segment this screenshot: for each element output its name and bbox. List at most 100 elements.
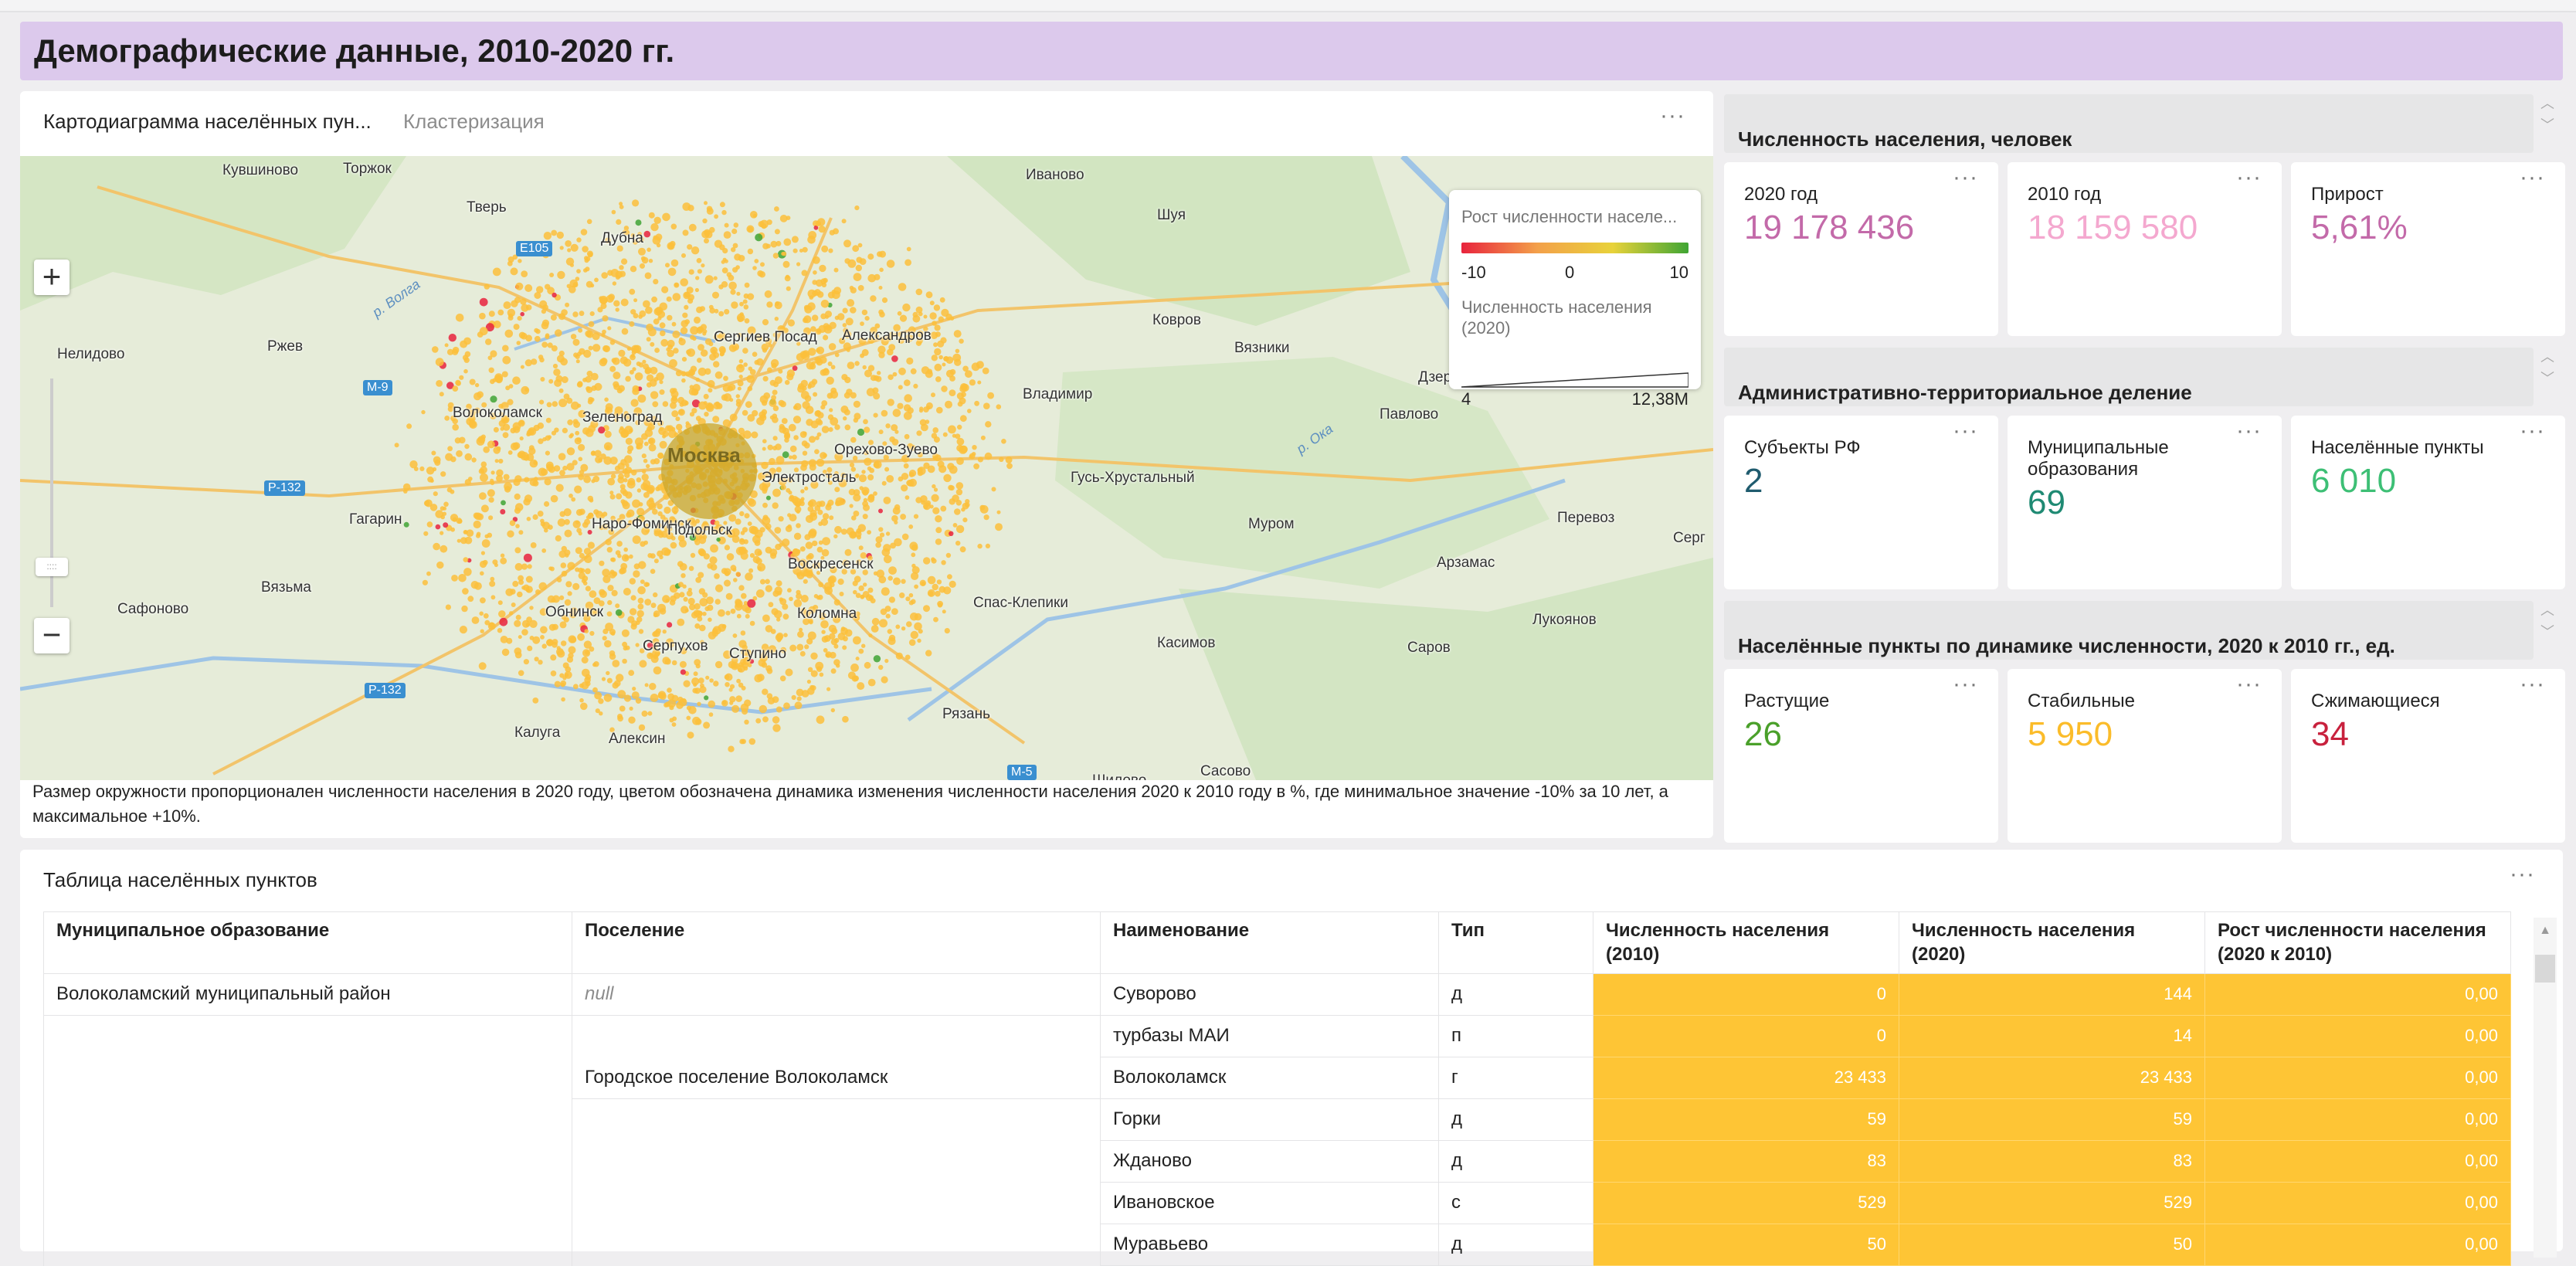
kpi-value: 5,61%	[2311, 209, 2408, 246]
kpi-group-population-title: Численность населения, человек	[1724, 94, 2534, 153]
legend-size-min: 4	[1461, 389, 1471, 409]
map-place-label: Орехово-Зуево	[834, 442, 938, 458]
column-header[interactable]: Численность населения (2010)	[1593, 911, 1899, 974]
scroll-arrows[interactable]: ︿ ﹀	[2540, 349, 2554, 386]
table-cell	[572, 1098, 1101, 1141]
scroll-arrows[interactable]: ︿ ﹀	[2540, 96, 2554, 133]
table-scrollbar[interactable]: ▲	[2534, 918, 2557, 1258]
map-place-label: Торжок	[343, 161, 392, 177]
kpi-card-stable: Стабильные 5 950 ···	[2008, 669, 2282, 843]
tab-clustering[interactable]: Кластеризация	[403, 110, 545, 133]
table-cell	[43, 1098, 572, 1141]
kpi-label: Растущие	[1744, 691, 1830, 711]
table-cell: д	[1438, 973, 1593, 1016]
kpi-card-municipal: Муниципальные образования 69 ···	[2008, 416, 2282, 589]
more-dots-icon[interactable]: ···	[1953, 165, 1978, 190]
table-cell: Суворово	[1100, 973, 1439, 1016]
table-cell: 0,00	[2204, 973, 2511, 1016]
kpi-card-settlements: Населённые пункты 6 010 ···	[2291, 416, 2565, 589]
table-cell: 23 433	[1593, 1057, 1899, 1099]
zoom-slider-handle[interactable]: ::::	[36, 558, 68, 576]
column-header[interactable]: Численность населения (2020)	[1899, 911, 2205, 974]
table-cell: 0,00	[2204, 1057, 2511, 1099]
scroll-up-icon[interactable]: ▲	[2539, 924, 2551, 937]
table-cell: 0	[1593, 1015, 1899, 1057]
map-tabs: Картодиаграмма населённых пун... Кластер…	[43, 110, 571, 134]
scrollbar-thumb[interactable]	[2535, 955, 2555, 983]
zoom-slider-track[interactable]	[50, 378, 53, 607]
column-header[interactable]: Муниципальное образование	[43, 911, 572, 974]
map-place-label: Кувшиново	[222, 162, 299, 178]
map-place-label: Вязники	[1234, 340, 1290, 356]
map-place-label: Александров	[842, 328, 932, 344]
table-row[interactable]: Горки д 59 59 0,00	[43, 1098, 2511, 1141]
table-cell: Городское поселение Волоколамск	[572, 1057, 1101, 1099]
settlements-table: Муниципальное образование Поселение Наим…	[43, 911, 2511, 1266]
more-dots-icon[interactable]: ···	[2520, 418, 2545, 443]
column-header[interactable]: Наименование	[1100, 911, 1439, 974]
moscow-bubble	[661, 423, 757, 519]
table-cell: п	[1438, 1015, 1593, 1057]
map-canvas[interactable]: Кувшиново Торжок Иваново Тверь Шуя Дубна E105 К…	[20, 156, 1713, 780]
table-cell	[43, 1224, 572, 1266]
more-dots-icon[interactable]: ···	[2520, 671, 2545, 697]
map-place-label: M-9	[363, 380, 392, 395]
table-header-row: Муниципальное образование Поселение Наим…	[43, 911, 2511, 974]
kpi-card-growth: Прирост 5,61% ···	[2291, 162, 2565, 336]
tab-choropleth[interactable]: Картодиаграмма населённых пун...	[43, 110, 372, 133]
kpi-value: 6 010	[2311, 462, 2397, 500]
scroll-arrows[interactable]: ︿ ﹀	[2540, 602, 2554, 640]
table-row[interactable]: турбазы МАИ п 0 14 0,00	[43, 1015, 2511, 1057]
more-dots-icon[interactable]: ···	[1953, 671, 1978, 697]
kpi-group-dynamics-title: Населённые пункты по динамике численност…	[1724, 601, 2534, 660]
table-title: Таблица населённых пунктов	[43, 868, 317, 891]
table-row[interactable]: Городское поселение Волоколамск Волоколам…	[43, 1057, 2511, 1099]
table-cell: 0,00	[2204, 1015, 2511, 1057]
map-place-label: Сасово	[1200, 763, 1251, 779]
kpi-card-2020: 2020 год 19 178 436 ···	[1724, 162, 1998, 336]
map-legend: Рост численности населе... -10 0 10 Числ…	[1449, 190, 1701, 409]
column-header[interactable]: Поселение	[572, 911, 1101, 974]
more-dots-icon[interactable]: ···	[2236, 671, 2262, 697]
column-header[interactable]: Рост численности населения (2020 к 2010)	[2204, 911, 2511, 974]
kpi-label: Сжимающиеся	[2311, 691, 2440, 711]
map-place-label: Рязань	[942, 706, 991, 722]
legend-size-title: Численность населения (2020)	[1461, 297, 1652, 338]
map-place-label: Серпухов	[643, 638, 708, 654]
map-place-label: Воскресенск	[788, 556, 874, 572]
table-cell: Муравьево	[1100, 1224, 1439, 1266]
map-place-label: Ступино	[729, 646, 787, 662]
table-row[interactable]: Жданово д 83 83 0,00	[43, 1140, 2511, 1183]
more-dots-icon[interactable]: ···	[1660, 103, 1685, 128]
map-place-label: Волоколамск	[453, 405, 542, 421]
map-place-label: P-132	[365, 683, 406, 698]
map-place-label: Москва	[667, 443, 741, 467]
table-cell: 59	[1899, 1098, 2205, 1141]
table-row[interactable]: Муравьево д 50 50 0,00	[43, 1224, 2511, 1266]
table-cell: Волоколамский муниципальный район	[43, 973, 572, 1016]
map-place-label: Дзер	[1418, 369, 1452, 385]
table-row[interactable]: Волоколамский муниципальный район null Сув…	[43, 973, 2511, 1016]
map-place-label: Иваново	[1026, 167, 1084, 183]
kpi-label: 2020 год	[1744, 184, 1818, 205]
map-place-label: Гагарин	[349, 511, 402, 528]
kpi-label: Стабильные	[2028, 691, 2135, 711]
table-cell: null	[572, 973, 1101, 1016]
more-dots-icon[interactable]: ···	[2520, 165, 2545, 190]
map-place-label: P-132	[264, 480, 305, 496]
more-dots-icon[interactable]: ···	[2510, 861, 2535, 887]
table-cell: д	[1438, 1224, 1593, 1266]
more-dots-icon[interactable]: ···	[2236, 418, 2262, 443]
table-row[interactable]: Ивановское с 529 529 0,00	[43, 1182, 2511, 1224]
column-header[interactable]: Тип	[1438, 911, 1593, 974]
table-cell: 529	[1593, 1182, 1899, 1224]
map-place-label: Нелидово	[57, 346, 125, 362]
legend-color-max: 10	[1669, 263, 1688, 282]
table-cell	[572, 1015, 1101, 1057]
zoom-out-button[interactable]: −	[34, 618, 70, 653]
more-dots-icon[interactable]: ···	[2236, 165, 2262, 190]
zoom-in-button[interactable]: +	[34, 260, 70, 295]
group-title-text: Численность населения, человек	[1738, 127, 2072, 151]
more-dots-icon[interactable]: ···	[1953, 418, 1978, 443]
kpi-label: Прирост	[2311, 184, 2384, 205]
